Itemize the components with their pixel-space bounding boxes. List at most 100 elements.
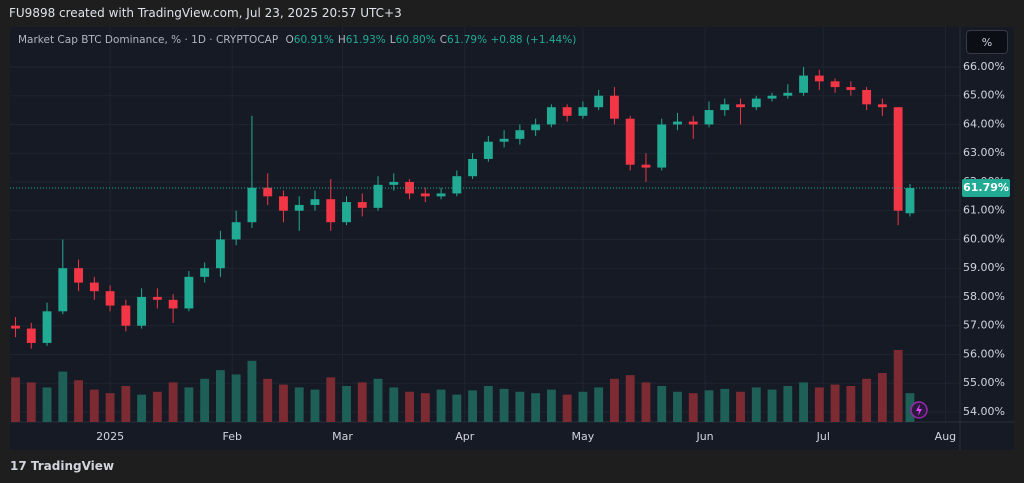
volume-bar <box>814 387 824 422</box>
candle-body <box>42 311 52 343</box>
volume-bar <box>625 375 635 422</box>
y-tick-label: 66.00% <box>963 60 1005 73</box>
volume-bar <box>893 350 903 422</box>
volume-bar <box>294 387 304 422</box>
candle-body <box>310 199 320 205</box>
volume-bar <box>468 390 478 422</box>
candle-body <box>673 121 682 125</box>
volume-bar <box>279 384 288 422</box>
volume-bar <box>74 380 83 422</box>
x-tick-label: Jun <box>695 430 713 443</box>
candle-body <box>625 118 635 165</box>
candle-body <box>263 187 273 197</box>
volume-bar <box>405 391 414 422</box>
ohlc-key: O <box>285 34 294 46</box>
candle-body <box>814 75 824 82</box>
candle-body <box>893 107 903 211</box>
candle-body <box>751 98 761 108</box>
volume-bar <box>483 386 493 422</box>
candle-body <box>247 187 257 223</box>
volume-bar <box>783 386 793 422</box>
candle-body <box>483 141 493 159</box>
candle-body <box>546 107 556 125</box>
candle-body <box>137 296 147 326</box>
volume-bar <box>310 389 320 422</box>
ohlc-value: 60.91% <box>293 34 334 46</box>
candle-body <box>389 181 399 185</box>
candle-body <box>767 95 777 99</box>
ohlc-value: 60.80% <box>395 34 436 46</box>
y-tick-label: 59.00% <box>963 261 1005 274</box>
volume-bar <box>799 382 809 422</box>
candle-body <box>294 204 304 211</box>
y-tick-label: 54.00% <box>963 405 1005 418</box>
volume-bar <box>673 391 682 422</box>
symbol: Market Cap BTC Dominance, % · 1D · CRYPT… <box>18 34 279 46</box>
last-price-badge <box>962 178 1010 197</box>
volume-bar <box>688 393 698 422</box>
volume-bar <box>751 387 761 422</box>
candle-body <box>11 325 20 329</box>
candle-body <box>578 107 588 116</box>
candle-body <box>152 296 162 300</box>
candle-body <box>641 164 651 168</box>
change: +0.88 (+1.44%) <box>490 34 577 46</box>
chart-panel <box>10 27 1014 450</box>
candle-body <box>468 158 478 177</box>
candle-body <box>846 87 856 90</box>
x-tick-label: 2025 <box>96 430 124 443</box>
volume-bar <box>168 382 178 422</box>
candle-body <box>231 222 241 240</box>
y-tick-label: 64.00% <box>963 117 1005 130</box>
volume-bar <box>436 389 446 422</box>
unit-button[interactable]: % <box>966 30 1008 54</box>
candle-body <box>26 328 36 343</box>
candle-body <box>357 202 367 208</box>
header: FU9898 created with TradingView.com, Jul… <box>9 6 402 20</box>
volume-bar <box>594 387 604 422</box>
y-tick-label: 57.00% <box>963 319 1005 332</box>
x-tick-label: Mar <box>332 430 353 443</box>
volume-bar <box>720 388 730 422</box>
x-tick-label: Jul <box>816 430 830 443</box>
logo: 𝟭𝟳 <box>10 459 31 473</box>
volume-bar <box>830 384 840 422</box>
y-tick-label: 55.00% <box>963 376 1005 389</box>
x-tick-label: May <box>572 430 595 443</box>
candle-body <box>215 239 225 269</box>
x-tick-label: Feb <box>222 430 241 443</box>
candle-body <box>499 138 509 142</box>
volume-bar <box>11 377 20 422</box>
y-tick-label: 58.00% <box>963 290 1005 303</box>
volume-bar <box>105 393 115 422</box>
volume-bar <box>42 387 52 422</box>
volume-bar <box>905 393 915 422</box>
volume-bar <box>357 382 367 422</box>
volume-bar <box>326 377 336 422</box>
volume-bar <box>767 389 777 422</box>
volume-bar <box>121 386 131 422</box>
ohlc-value: 61.79% <box>447 34 488 46</box>
candle-body <box>830 81 840 88</box>
volume-bar <box>546 389 556 422</box>
candle-body <box>862 89 872 105</box>
volume-bar <box>420 393 430 422</box>
candle-body <box>436 193 446 197</box>
volume-bar <box>452 394 462 422</box>
ohlc-key: H <box>337 34 346 46</box>
y-tick-label: 60.00% <box>963 232 1005 245</box>
alert-bolt <box>916 404 922 416</box>
volume-bar <box>26 382 36 422</box>
y-tick-label: 63.00% <box>963 146 1005 159</box>
volume-bar <box>610 378 619 422</box>
candle-body <box>121 305 131 326</box>
y-tick-label: 61.00% <box>963 204 1005 217</box>
x-tick-label: Aug <box>935 430 956 443</box>
candle-body <box>515 130 525 139</box>
volume-bar <box>562 394 572 422</box>
volume-bar <box>200 378 210 422</box>
volume-bar <box>736 391 745 422</box>
candle-body <box>168 299 178 309</box>
volume-bar <box>247 360 257 422</box>
